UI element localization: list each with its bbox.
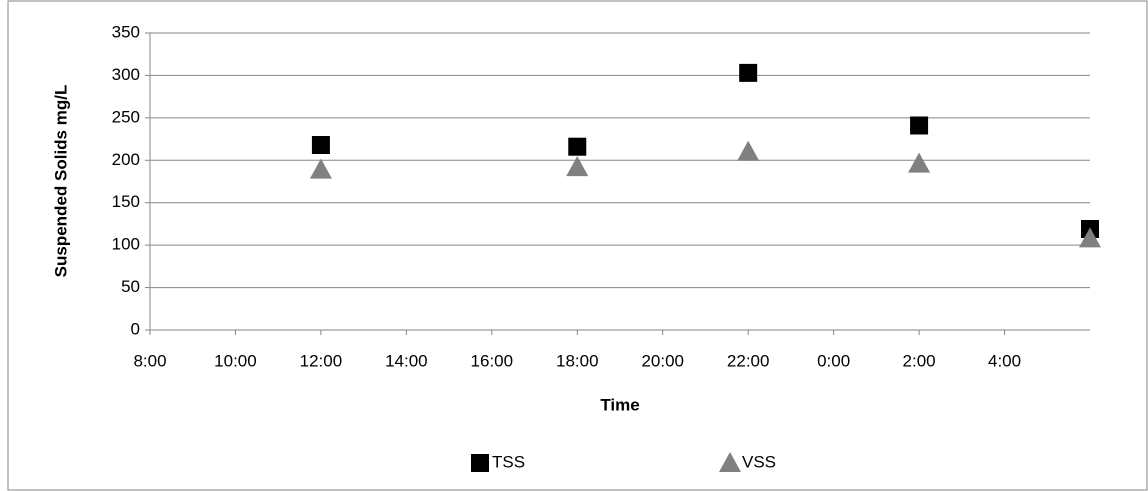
x-tick-label: 8:00 <box>133 351 166 370</box>
y-tick-label: 0 <box>131 319 140 338</box>
point <box>737 140 760 161</box>
x-tick-label: 10:00 <box>214 351 257 370</box>
x-tick-label: 0:00 <box>817 351 850 370</box>
point <box>311 136 330 155</box>
x-tick-label: 2:00 <box>903 351 936 370</box>
y-tick-label: 150 <box>112 192 140 211</box>
x-tick-label: 18:00 <box>556 351 599 370</box>
y-tick-label: 200 <box>112 150 140 169</box>
point <box>739 63 758 82</box>
legend-label: VSS <box>742 452 776 471</box>
point <box>908 152 931 173</box>
point <box>1079 227 1101 248</box>
y-tick-label: 250 <box>112 107 140 126</box>
x-tick-label: 12:00 <box>300 351 343 370</box>
legend-marker <box>471 454 489 472</box>
legend-label: TSS <box>492 452 525 471</box>
y-tick-label: 300 <box>112 65 140 84</box>
legend-marker <box>719 452 741 472</box>
x-tick-label: 14:00 <box>385 351 428 370</box>
x-tick-label: 22:00 <box>727 351 770 370</box>
x-tick-label: 16:00 <box>471 351 514 370</box>
y-axis-title: Suspended Solids mg/L <box>51 85 70 278</box>
point <box>566 156 589 177</box>
x-axis-title: Time <box>600 395 639 414</box>
x-tick-label: 20:00 <box>641 351 684 370</box>
y-tick-label: 100 <box>112 235 140 254</box>
point <box>309 158 332 179</box>
y-tick-label: 50 <box>121 277 140 296</box>
x-tick-label: 4:00 <box>988 351 1021 370</box>
point <box>568 137 587 156</box>
y-tick-label: 350 <box>112 22 140 41</box>
point <box>910 116 929 135</box>
